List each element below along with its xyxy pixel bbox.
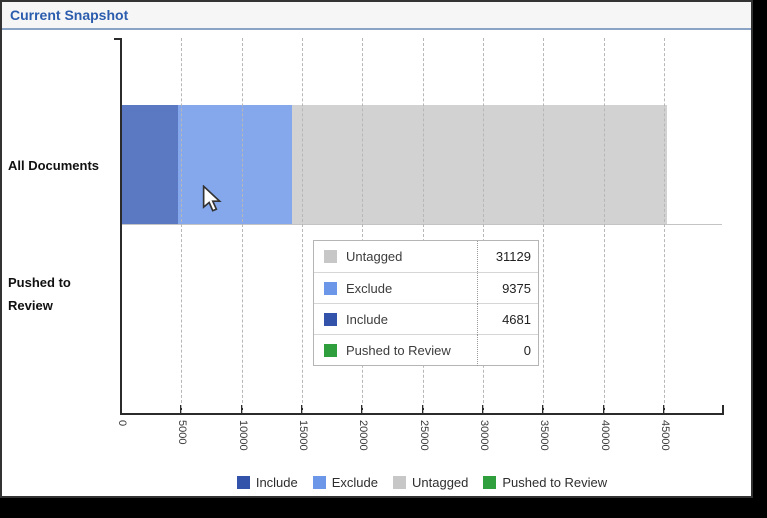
chart-legend: Include Exclude Untagged Pushed to Review	[122, 473, 722, 491]
tooltip-row-include: Include 4681	[314, 303, 538, 335]
tooltip-value: 9375	[477, 272, 538, 304]
panel-header: Current Snapshot	[2, 2, 751, 30]
bar-segment-include[interactable]	[122, 105, 179, 224]
x-tick-label-15000: 15000	[297, 420, 309, 451]
x-axis-end-tick	[722, 405, 724, 413]
x-gridline-5000	[181, 38, 183, 413]
x-tick-label-20000: 20000	[357, 420, 370, 451]
tooltip-swatch-icon	[324, 250, 337, 263]
category-label-pushed-to-review: Pushed to Review	[8, 275, 71, 313]
tooltip-label: Untagged	[346, 249, 403, 264]
tooltip-row-exclude: Exclude 9375	[314, 272, 538, 304]
tooltip-swatch-icon	[324, 281, 337, 295]
tooltip-swatch-icon	[324, 312, 337, 326]
legend-swatch-icon	[483, 475, 497, 489]
x-tick-label-5000: 5000	[176, 420, 189, 445]
tooltip-value: 31129	[477, 241, 538, 272]
x-tickmark-0	[120, 405, 122, 413]
x-tick-label-30000: 30000	[478, 420, 490, 451]
mouse-cursor-icon	[202, 185, 222, 212]
chart-area: Untagged 31129 Exclude 9375 Include 4681 Pushe…	[2, 32, 751, 496]
legend-item-untagged: Untagged	[393, 475, 468, 490]
tooltip-label: Exclude	[346, 280, 393, 296]
x-tick-label-0: 0	[116, 420, 128, 427]
tooltip-row-untagged: Untagged 31129	[314, 241, 538, 272]
category-label-all-documents: All Documents	[8, 158, 100, 173]
x-gridline-35000	[543, 38, 545, 413]
legend-swatch-icon	[393, 475, 406, 489]
tooltip-label: Pushed to Review	[346, 342, 451, 358]
legend-item-include: Include	[236, 474, 298, 490]
y-axis-top-tick	[114, 38, 122, 40]
panel-title: Current Snapshot	[10, 7, 129, 23]
legend-swatch-icon	[236, 475, 250, 489]
x-gridline-10000	[241, 38, 243, 413]
legend-label: Untagged	[412, 474, 469, 490]
x-tick-label-35000: 35000	[538, 420, 551, 451]
x-gridline-20000	[362, 38, 364, 413]
x-gridline-25000	[422, 38, 424, 413]
category-band-separator	[122, 224, 722, 225]
x-tick-label-25000: 25000	[417, 420, 430, 451]
legend-item-exclude: Exclude	[312, 474, 378, 490]
legend-label: Pushed to Review	[502, 474, 608, 490]
bar-segment-untagged[interactable]	[291, 105, 668, 224]
tooltip-row-pushed-to-review: Pushed to Review 0	[314, 334, 538, 366]
x-tick-label-45000: 45000	[659, 420, 671, 451]
legend-label: Exclude	[331, 474, 378, 490]
x-gridline-15000	[302, 38, 303, 413]
x-tick-label-10000: 10000	[236, 420, 249, 451]
x-gridline-45000	[664, 38, 665, 413]
legend-label: Include	[255, 474, 298, 490]
y-axis-line	[120, 38, 122, 415]
current-snapshot-panel: Current Snapshot Untagged 31129 Exclude 937…	[0, 0, 753, 498]
legend-swatch-icon	[312, 475, 326, 489]
tooltip-label: Include	[346, 311, 388, 327]
x-gridline-30000	[483, 38, 484, 413]
tooltip-swatch-icon	[324, 343, 337, 357]
x-tick-label-40000: 40000	[598, 420, 611, 451]
chart-tooltip: Untagged 31129 Exclude 9375 Include 4681 Pushe…	[313, 240, 539, 366]
x-axis-line	[120, 413, 724, 415]
x-gridline-40000	[603, 38, 605, 413]
legend-item-pushed-to-review: Pushed to Review	[483, 475, 607, 490]
bar-segment-exclude[interactable]	[178, 105, 292, 224]
tooltip-value: 4681	[477, 303, 538, 335]
tooltip-value: 0	[477, 334, 538, 366]
